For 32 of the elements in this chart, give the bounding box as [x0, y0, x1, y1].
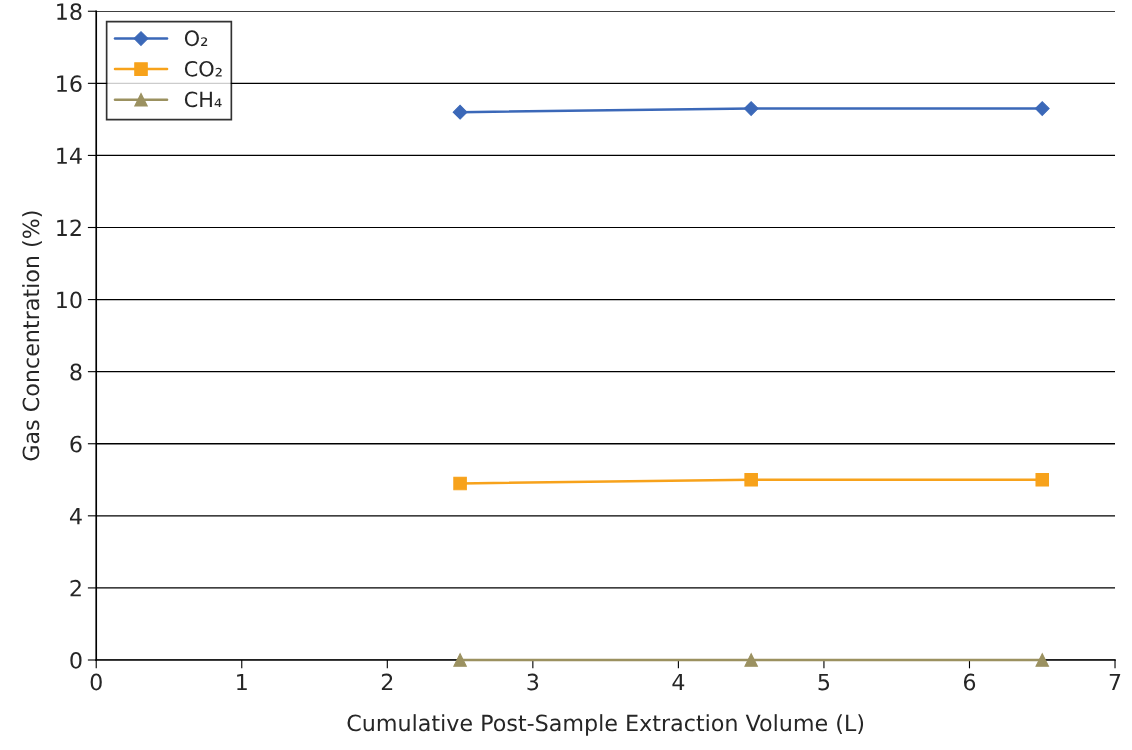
legend-label: CH₄	[184, 91, 222, 108]
legend-label: CO₂	[184, 60, 222, 77]
x-tick-label: 1	[237, 673, 247, 691]
legend-label: O₂	[184, 30, 208, 47]
x-tick-label: 5	[818, 673, 830, 691]
y-tick-label: 12	[57, 219, 81, 236]
point	[453, 476, 467, 491]
point	[1035, 653, 1050, 667]
x-tick-label: 3	[527, 673, 539, 691]
point	[1035, 473, 1050, 487]
x-tick-label: 4	[672, 673, 685, 691]
point	[1034, 101, 1050, 116]
y-axis-title: Gas Concentration (%)	[22, 211, 42, 461]
point	[743, 101, 759, 116]
point	[453, 653, 467, 667]
point	[452, 104, 468, 120]
y-tick-label: 2	[70, 579, 81, 597]
y-tick-label: 0	[70, 651, 82, 669]
x-tick-label: 7	[1109, 673, 1121, 691]
x-tick-label: 0	[90, 673, 102, 691]
x-tick-label: 6	[963, 673, 976, 691]
x-axis-title: Cumulative Post-Sample Extraction Volume (L)	[347, 714, 864, 736]
y-tick-label: 18	[57, 3, 82, 21]
y-tick-label: 10	[57, 291, 82, 309]
x-tick-label: 2	[381, 673, 393, 691]
y-tick-label: 4	[69, 508, 82, 525]
point	[744, 653, 758, 667]
y-tick-label: 8	[70, 363, 82, 381]
y-tick-label: 16	[57, 75, 82, 93]
y-tick-label: 6	[70, 435, 82, 453]
point	[744, 473, 758, 487]
y-tick-label: 14	[57, 147, 82, 164]
